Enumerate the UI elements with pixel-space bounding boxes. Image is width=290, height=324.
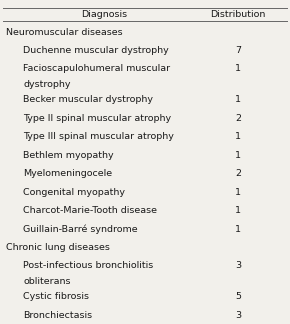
Text: dystrophy: dystrophy [23,80,71,89]
Text: Congenital myopathy: Congenital myopathy [23,188,125,197]
Text: Chronic lung diseases: Chronic lung diseases [6,243,110,252]
Text: 5: 5 [235,292,241,301]
Text: Cystic fibrosis: Cystic fibrosis [23,292,89,301]
Text: Myelomeningocele: Myelomeningocele [23,169,112,178]
Text: 3: 3 [235,311,241,320]
Text: 1: 1 [235,206,241,215]
Text: 1: 1 [235,151,241,160]
Text: 1: 1 [235,64,241,74]
Text: 3: 3 [235,261,241,271]
Text: Duchenne muscular dystrophy: Duchenne muscular dystrophy [23,46,169,55]
Text: Guillain-Barré syndrome: Guillain-Barré syndrome [23,225,138,234]
Text: Charcot-Marie-Tooth disease: Charcot-Marie-Tooth disease [23,206,157,215]
Text: 7: 7 [235,46,241,55]
Text: 1: 1 [235,132,241,141]
Text: Type III spinal muscular atrophy: Type III spinal muscular atrophy [23,132,174,141]
Text: 1: 1 [235,95,241,104]
Text: 2: 2 [235,114,241,123]
Text: Post-infectious bronchiolitis: Post-infectious bronchiolitis [23,261,153,271]
Text: Diagnosis: Diagnosis [81,10,128,19]
Text: Distribution: Distribution [210,10,265,19]
Text: Bronchiectasis: Bronchiectasis [23,311,92,320]
Text: Facioscapulohumeral muscular: Facioscapulohumeral muscular [23,64,170,74]
Text: 1: 1 [235,188,241,197]
Text: Neuromuscular diseases: Neuromuscular diseases [6,28,122,37]
Text: obliterans: obliterans [23,277,71,286]
Text: Bethlem myopathy: Bethlem myopathy [23,151,114,160]
Text: Becker muscular dystrophy: Becker muscular dystrophy [23,95,153,104]
Text: Type II spinal muscular atrophy: Type II spinal muscular atrophy [23,114,171,123]
Text: 2: 2 [235,169,241,178]
Text: 1: 1 [235,225,241,234]
